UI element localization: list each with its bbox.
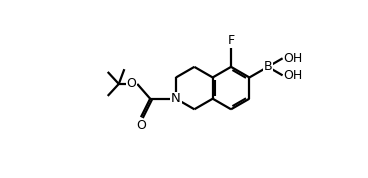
Text: B: B: [263, 60, 272, 73]
Text: F: F: [227, 34, 234, 47]
Text: O: O: [127, 77, 136, 90]
Text: O: O: [136, 119, 146, 132]
Text: OH: OH: [283, 69, 303, 82]
Text: OH: OH: [283, 52, 303, 65]
Text: N: N: [171, 92, 181, 105]
